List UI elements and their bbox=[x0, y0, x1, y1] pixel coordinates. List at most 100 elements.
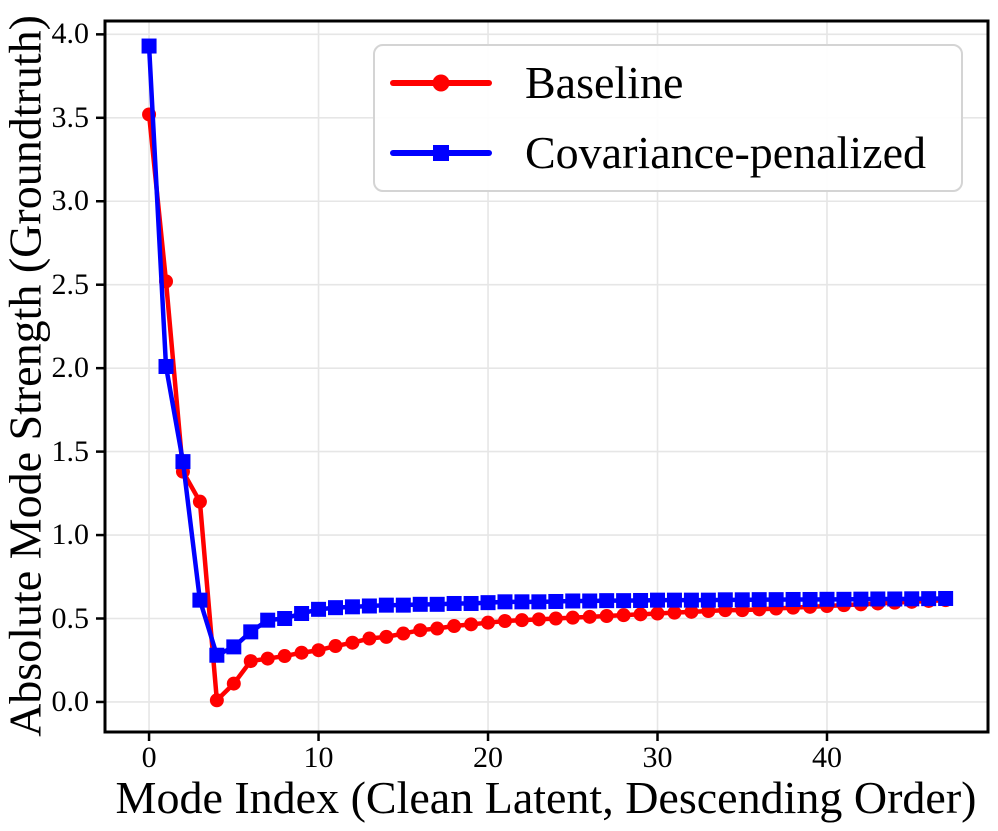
covariance-line-sample bbox=[390, 144, 492, 161]
square-marker-icon bbox=[433, 144, 449, 161]
data-point-marker bbox=[938, 590, 954, 606]
data-point-marker bbox=[548, 593, 564, 609]
legend-item-baseline: Baseline bbox=[390, 51, 961, 115]
data-point-marker bbox=[650, 592, 666, 608]
data-point-marker bbox=[158, 358, 174, 374]
data-point-marker bbox=[751, 592, 767, 608]
y-tick-label: 4.0 bbox=[51, 17, 90, 51]
legend-label: Covariance-penalized bbox=[525, 126, 926, 178]
data-point-marker bbox=[294, 606, 310, 621]
data-point-marker bbox=[514, 613, 529, 628]
data-point-marker bbox=[666, 592, 682, 608]
y-tick-label: 1.0 bbox=[51, 518, 90, 552]
data-point-marker bbox=[260, 612, 276, 628]
data-point-marker bbox=[802, 591, 818, 607]
circle-marker-icon bbox=[432, 74, 450, 92]
data-point-marker bbox=[463, 595, 479, 611]
legend-label: Baseline bbox=[525, 57, 684, 109]
data-point-marker bbox=[327, 600, 343, 616]
data-point-marker bbox=[429, 596, 445, 612]
data-point-marker bbox=[362, 631, 377, 646]
data-point-marker bbox=[887, 591, 903, 607]
data-point-marker bbox=[209, 647, 225, 663]
data-point-marker bbox=[378, 597, 394, 613]
data-point-marker bbox=[853, 591, 869, 607]
data-point-marker bbox=[650, 606, 665, 621]
data-point-marker bbox=[345, 635, 360, 650]
y-tick-label: 3.5 bbox=[51, 100, 90, 134]
data-point-marker bbox=[480, 595, 496, 611]
data-point-marker bbox=[870, 591, 886, 607]
data-point-marker bbox=[311, 601, 327, 617]
data-point-marker bbox=[514, 594, 530, 610]
data-point-marker bbox=[768, 592, 784, 608]
data-point-marker bbox=[430, 621, 445, 636]
data-point-marker bbox=[412, 596, 428, 612]
data-point-marker bbox=[497, 594, 513, 610]
x-axis-label: Mode Index (Clean Latent, Descending Ord… bbox=[115, 772, 977, 823]
data-point-marker bbox=[464, 617, 479, 632]
data-point-marker bbox=[531, 594, 547, 610]
data-point-marker bbox=[565, 593, 581, 609]
x-tick-label: 30 bbox=[642, 741, 673, 774]
data-point-marker bbox=[819, 591, 835, 607]
x-tick-label: 0 bbox=[141, 741, 157, 774]
y-tick-label: 0.5 bbox=[51, 601, 90, 635]
y-axis-label: Absolute Mode Strength (Groundtruth) bbox=[0, 15, 51, 737]
data-point-marker bbox=[497, 614, 512, 629]
data-point-marker bbox=[379, 629, 394, 644]
data-point-marker bbox=[226, 676, 241, 691]
data-point-marker bbox=[311, 643, 326, 658]
data-point-marker bbox=[700, 592, 716, 608]
data-point-marker bbox=[667, 605, 682, 620]
data-point-marker bbox=[344, 599, 360, 615]
data-point-marker bbox=[192, 494, 207, 509]
data-point-marker bbox=[413, 623, 428, 638]
data-point-marker bbox=[361, 598, 377, 614]
data-point-marker bbox=[192, 592, 208, 608]
data-point-marker bbox=[531, 612, 546, 627]
data-point-marker bbox=[141, 38, 157, 54]
data-point-marker bbox=[294, 645, 309, 660]
data-point-marker bbox=[582, 609, 597, 624]
data-point-marker bbox=[599, 593, 615, 609]
data-point-marker bbox=[328, 639, 343, 654]
data-point-marker bbox=[921, 591, 937, 607]
data-point-marker bbox=[226, 639, 242, 655]
data-point-marker bbox=[243, 624, 259, 640]
legend-item-covariance-penalized: Covariance-penalized bbox=[390, 121, 961, 185]
data-point-marker bbox=[447, 619, 462, 634]
x-tick-label: 20 bbox=[473, 741, 504, 774]
plot-border bbox=[103, 19, 990, 734]
data-point-marker bbox=[243, 654, 258, 669]
y-tick-label: 3.0 bbox=[51, 184, 90, 218]
data-point-marker bbox=[836, 591, 852, 607]
data-point-marker bbox=[582, 593, 598, 609]
data-point-marker bbox=[446, 595, 462, 611]
y-tick-label: 2.5 bbox=[51, 267, 90, 301]
data-point-marker bbox=[548, 611, 563, 626]
data-point-marker bbox=[616, 593, 632, 609]
data-point-marker bbox=[683, 592, 699, 608]
data-point-marker bbox=[684, 604, 699, 619]
data-point-marker bbox=[175, 454, 191, 470]
data-point-marker bbox=[209, 693, 224, 708]
data-point-marker bbox=[633, 607, 648, 622]
data-point-marker bbox=[633, 592, 649, 608]
data-point-marker bbox=[481, 615, 496, 630]
baseline-line-sample bbox=[390, 74, 492, 92]
data-point-marker bbox=[396, 626, 411, 641]
data-point-marker bbox=[565, 610, 580, 625]
y-tick-label: 0.0 bbox=[51, 684, 90, 718]
x-tick-label: 10 bbox=[303, 741, 334, 774]
data-point-marker bbox=[734, 592, 750, 608]
y-tick-label: 1.5 bbox=[51, 434, 90, 468]
legend: Baseline Covariance-penalized bbox=[373, 44, 963, 192]
data-point-marker bbox=[599, 609, 614, 624]
data-point-marker bbox=[904, 591, 920, 607]
data-point-marker bbox=[260, 651, 275, 666]
data-point-marker bbox=[616, 608, 631, 623]
data-point-marker bbox=[785, 591, 801, 607]
data-point-marker bbox=[395, 597, 411, 613]
